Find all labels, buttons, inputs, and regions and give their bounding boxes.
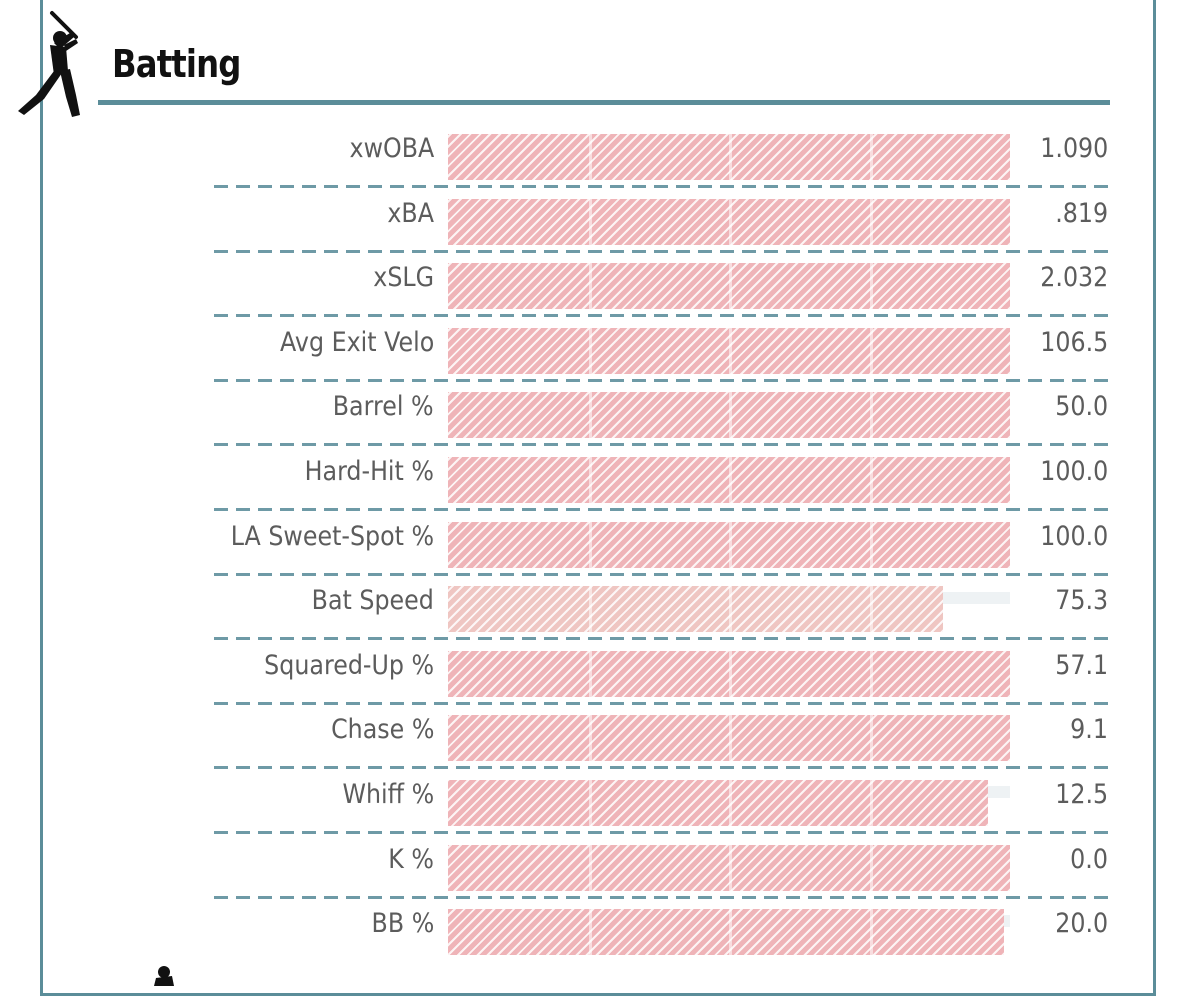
row-separator <box>214 443 1108 447</box>
header-divider <box>98 100 1110 105</box>
row-separator <box>214 637 1108 641</box>
row-separator <box>214 572 1108 576</box>
bar-gridline <box>870 844 873 891</box>
stat-value: 20.0 <box>1055 908 1108 940</box>
bar-gridline <box>729 263 732 310</box>
stat-row: BB % 20.0 <box>0 896 1200 961</box>
stat-value: 106.5 <box>1039 326 1108 358</box>
stat-row: Bat Speed 75.3 <box>0 573 1200 641</box>
stat-label: xwOBA <box>349 133 434 164</box>
stat-value: 100.0 <box>1039 520 1108 552</box>
stat-label: BB % <box>371 908 434 940</box>
percentile-bar <box>448 909 1004 956</box>
percentile-bar <box>448 586 943 633</box>
bar-gridline <box>870 521 873 568</box>
stat-row: xwOBA 1.090 <box>0 121 1200 188</box>
bar-gridline <box>589 456 592 503</box>
stat-value: 100.0 <box>1039 455 1108 487</box>
bar-gridline <box>870 327 873 374</box>
bar-gridline <box>870 779 873 826</box>
row-separator <box>214 766 1108 770</box>
stat-value: 50.0 <box>1055 391 1108 423</box>
stat-value: 12.5 <box>1055 778 1108 810</box>
stat-value: 0.0 <box>1070 843 1108 875</box>
row-separator <box>214 701 1108 705</box>
row-separator <box>214 378 1108 382</box>
percentile-bar <box>448 779 988 826</box>
bar-gridline <box>589 134 592 180</box>
stat-label: Chase % <box>330 714 434 746</box>
stat-row: Hard-Hit % 100.0 <box>0 444 1200 511</box>
stat-row: Barrel % 50.0 <box>0 379 1200 447</box>
stat-value: 75.3 <box>1055 585 1108 617</box>
bar-gridline <box>589 198 592 245</box>
bar-gridline <box>729 779 732 826</box>
bar-gridline <box>589 715 592 762</box>
bar-gridline <box>729 198 732 245</box>
stat-label: Whiff % <box>342 778 434 810</box>
bar-gridline <box>729 456 732 503</box>
section-title: Batting <box>112 42 241 86</box>
stat-row: K % 0.0 <box>0 832 1200 899</box>
batter-silhouette-icon <box>18 11 80 117</box>
bar-gridline <box>729 650 732 697</box>
stat-row: xSLG 2.032 <box>0 250 1200 318</box>
bar-gridline <box>729 909 732 956</box>
bar-gridline <box>729 327 732 374</box>
bar-gridline <box>870 586 873 633</box>
bar-gridline <box>589 650 592 697</box>
stat-value: 9.1 <box>1070 714 1108 746</box>
stat-value: 57.1 <box>1055 649 1108 681</box>
bar-gridline <box>870 134 873 180</box>
bar-gridline <box>870 909 873 956</box>
bar-gridline <box>589 327 592 374</box>
stat-label: Squared-Up % <box>264 649 434 681</box>
stat-label: Avg Exit Velo <box>279 326 434 358</box>
row-separator <box>214 249 1108 253</box>
stat-row: Avg Exit Velo 106.5 <box>0 315 1200 382</box>
bar-gridline <box>870 715 873 762</box>
stat-row: Squared-Up % 57.1 <box>0 638 1200 705</box>
bar-gridline <box>589 392 592 439</box>
stat-row: Chase % 9.1 <box>0 702 1200 770</box>
stat-label: Hard-Hit % <box>304 455 434 487</box>
next-section-icon <box>154 966 174 986</box>
stat-value: 2.032 <box>1039 262 1108 294</box>
stat-row: LA Sweet-Spot % 100.0 <box>0 509 1200 576</box>
stat-value: .819 <box>1055 197 1108 229</box>
row-separator <box>214 185 1108 188</box>
stat-label: Barrel % <box>333 391 434 423</box>
row-separator <box>214 895 1108 899</box>
stat-list: xwOBA 1.090 xBA .819 xSLG 2.032 Avg Exit Velo 1… <box>0 121 1200 961</box>
stat-row: Whiff % 12.5 <box>0 767 1200 834</box>
bar-gridline <box>870 456 873 503</box>
bar-gridline <box>729 844 732 891</box>
bar-gridline <box>589 586 592 633</box>
stat-label: xBA <box>387 197 434 229</box>
stat-label: LA Sweet-Spot % <box>230 520 434 552</box>
bar-gridline <box>729 586 732 633</box>
row-separator <box>214 830 1108 834</box>
bar-gridline <box>729 715 732 762</box>
bar-gridline <box>729 392 732 439</box>
bar-gridline <box>729 134 732 180</box>
bar-gridline <box>589 263 592 310</box>
bar-gridline <box>870 650 873 697</box>
bar-gridline <box>870 263 873 310</box>
bar-gridline <box>589 909 592 956</box>
bar-gridline <box>729 521 732 568</box>
stat-row: xBA .819 <box>0 186 1200 253</box>
stat-label: Bat Speed <box>311 585 434 617</box>
bar-gridline <box>870 198 873 245</box>
bar-gridline <box>870 392 873 439</box>
bar-gridline <box>589 521 592 568</box>
row-separator <box>214 314 1108 318</box>
section-header <box>98 0 1110 108</box>
row-separator <box>214 507 1108 511</box>
stat-value: 1.090 <box>1039 133 1108 164</box>
stat-label: K % <box>388 843 434 875</box>
bar-gridline <box>589 779 592 826</box>
stat-label: xSLG <box>373 262 434 294</box>
bar-gridline <box>589 844 592 891</box>
